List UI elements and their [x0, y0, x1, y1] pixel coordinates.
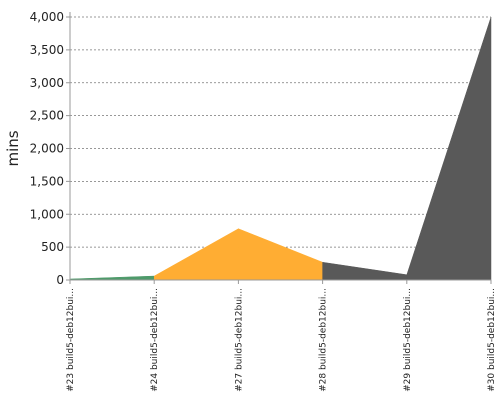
y-tick-label: 0 — [56, 273, 64, 287]
y-tick-label: 1,500 — [30, 174, 64, 188]
y-tick-label: 1,000 — [30, 207, 64, 221]
x-tick-label: #23 build5-deb12bui... — [66, 288, 76, 392]
y-tick-label: 3,000 — [30, 76, 64, 90]
y-tick-label: 2,500 — [30, 109, 64, 123]
y-axis-label: mins — [4, 130, 22, 166]
y-tick-labels: 0 500 1,000 1,500 2,000 2,500 3,000 3,500 4,000 — [30, 10, 70, 287]
axes — [69, 12, 491, 281]
x-tick-labels: #23 build5-deb12bui... #24 build5-deb12bu… — [66, 280, 497, 392]
area-segment — [238, 228, 323, 281]
area-series — [69, 16, 492, 281]
area-segment — [69, 275, 155, 281]
x-tick-label: #28 build5-deb12bui... — [319, 288, 329, 392]
y-tick-label: 2,000 — [30, 142, 64, 156]
y-tick-label: 500 — [41, 240, 64, 254]
x-tick-label: #30 build5-deb12bui... — [487, 288, 497, 392]
x-tick-label: #29 build5-deb12bui... — [403, 288, 413, 392]
area-segment — [322, 261, 408, 281]
y-tick-label: 4,000 — [30, 10, 64, 24]
y-tick-label: 3,500 — [30, 43, 64, 57]
x-tick-label: #27 build5-deb12bui... — [234, 288, 244, 392]
x-tick-label: #24 build5-deb12bui... — [150, 288, 160, 392]
area-segment — [153, 228, 239, 281]
